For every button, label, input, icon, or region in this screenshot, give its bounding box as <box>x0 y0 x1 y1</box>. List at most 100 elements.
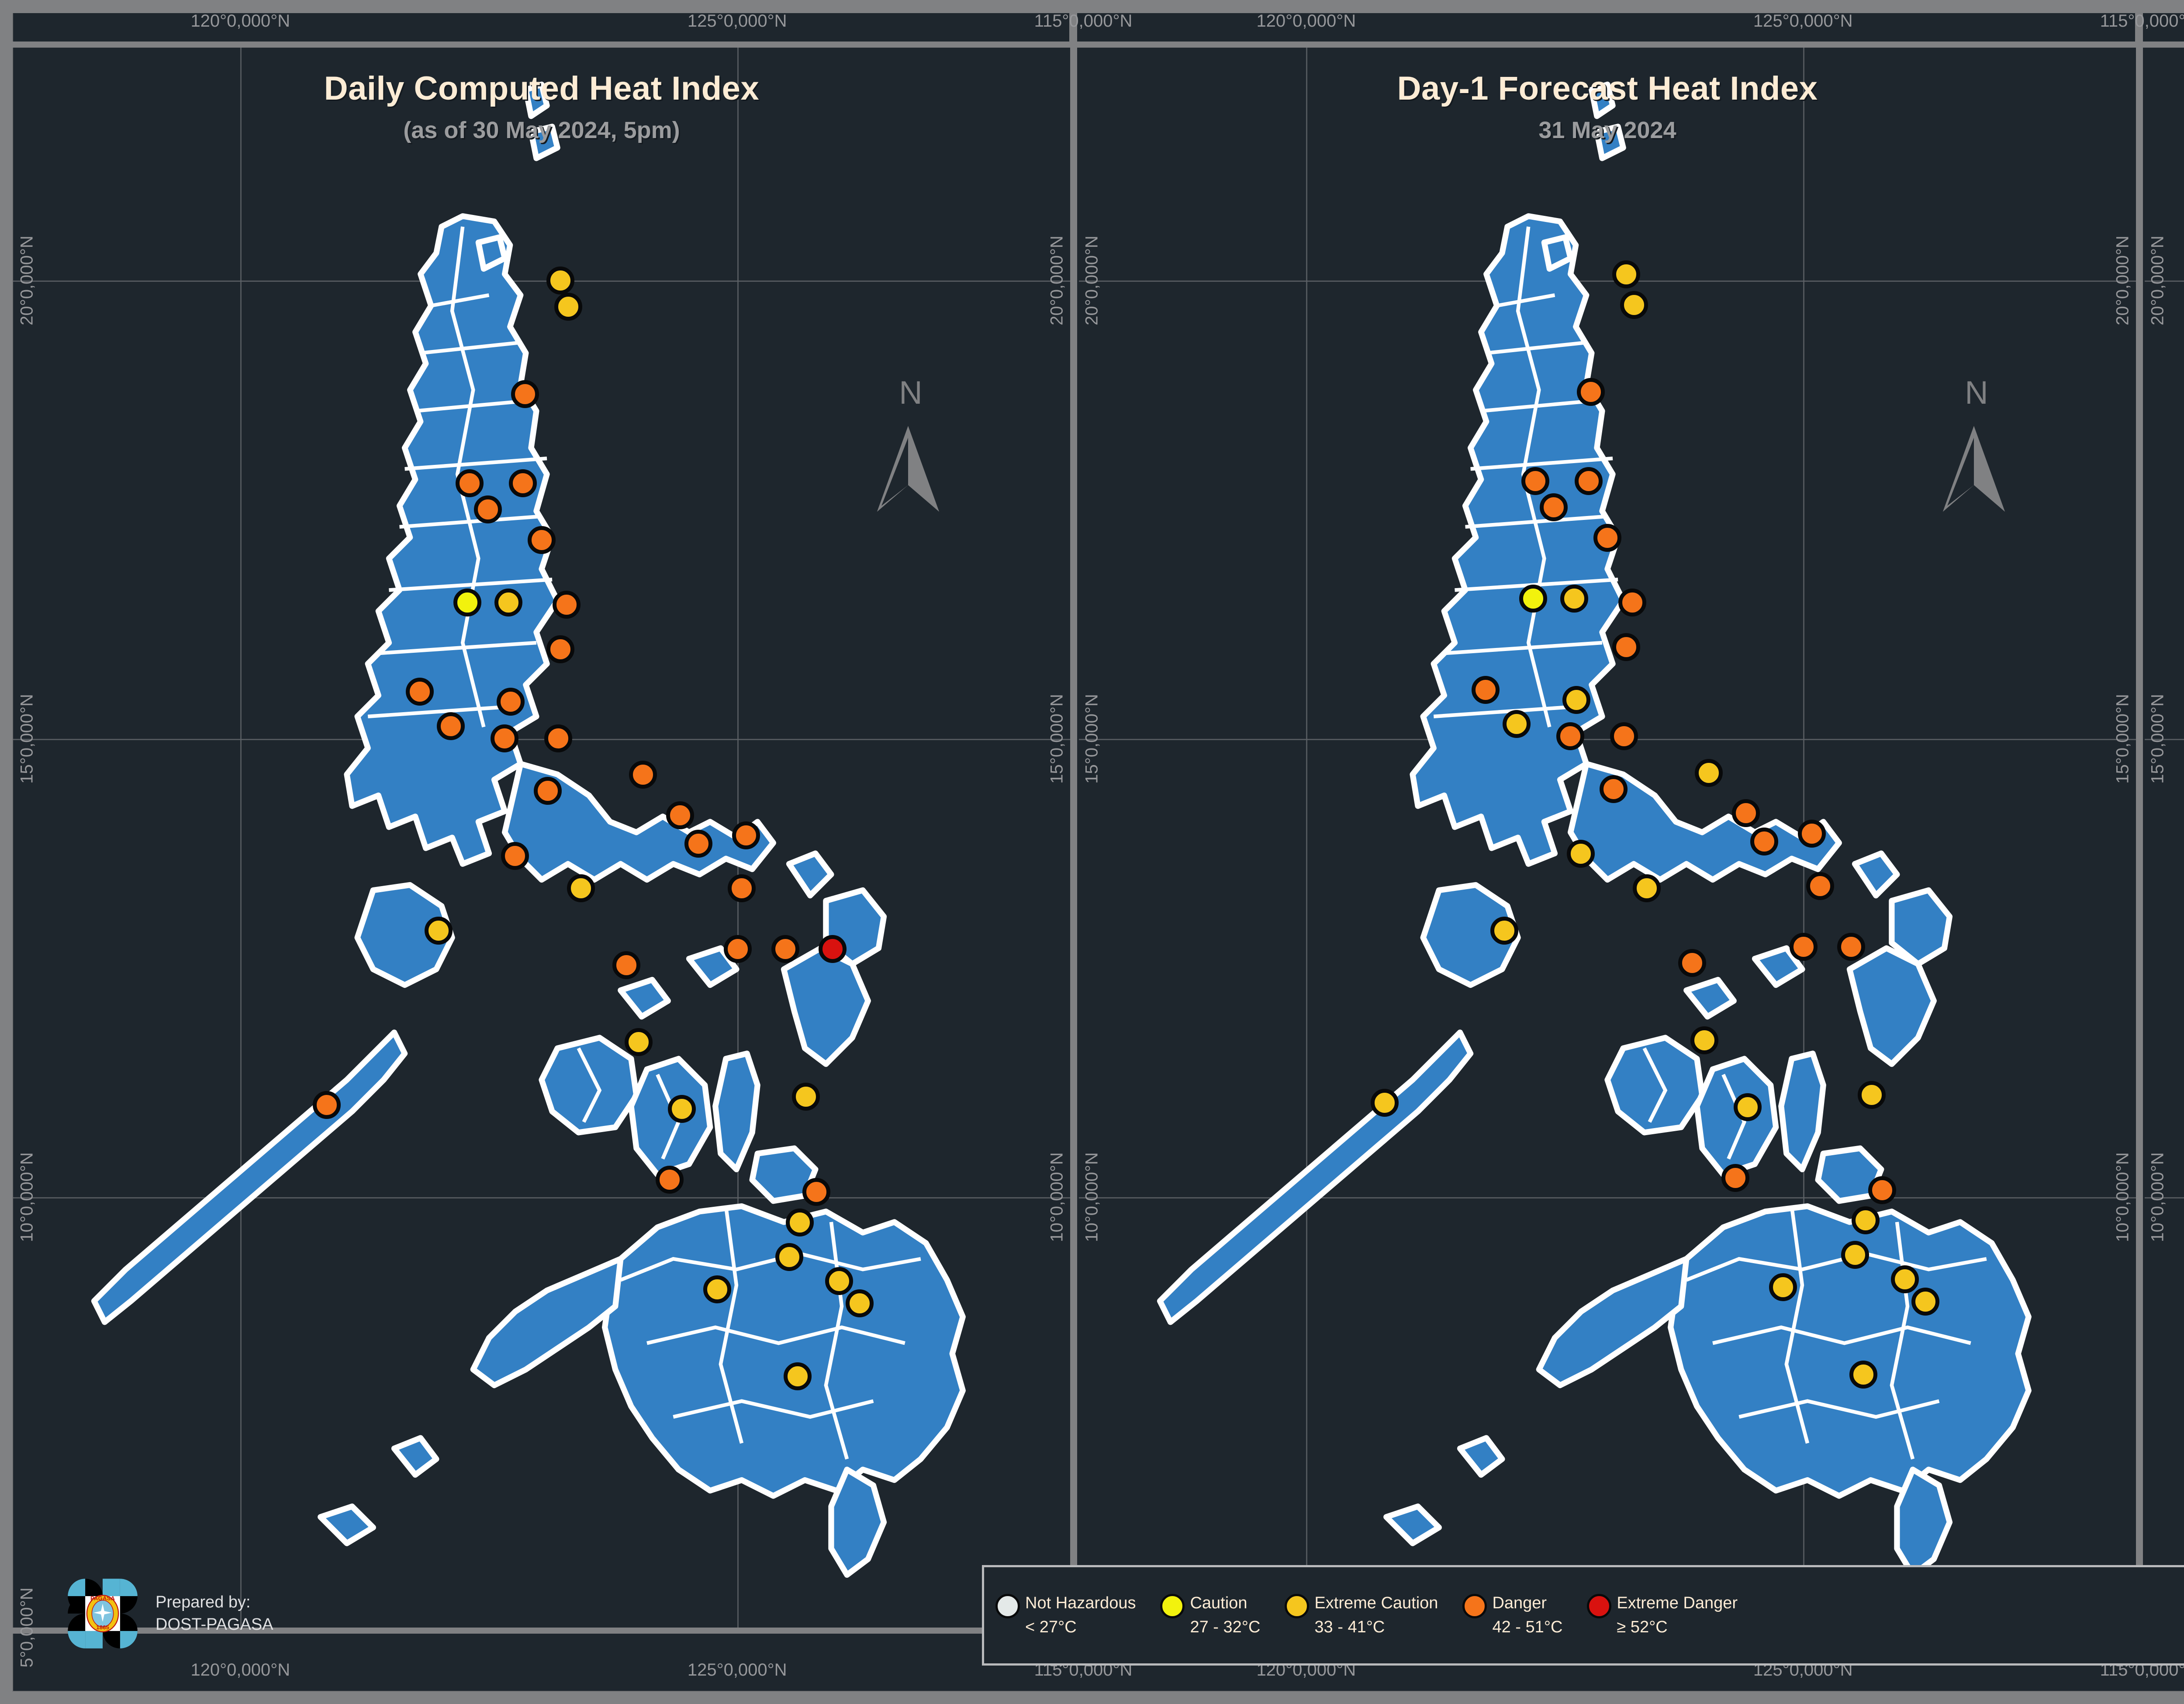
station-marker[interactable] <box>1911 1287 1939 1316</box>
longitude-tick-label-edge: 115°0,000°N <box>2100 11 2184 31</box>
station-marker[interactable] <box>455 469 484 497</box>
station-marker[interactable] <box>802 1178 830 1206</box>
longitude-tick-label: 125°0,000°N <box>687 11 787 31</box>
station-marker[interactable] <box>1868 1176 1896 1204</box>
landmass-polygon <box>1604 1035 1705 1136</box>
pagasa-logo-bottom-text: 1865 <box>96 1624 109 1631</box>
panel-day1[interactable]: Day-1 Forecast Heat Index 31 May 2024 N <box>1079 48 2136 1628</box>
station-marker[interactable] <box>437 712 465 741</box>
station-marker[interactable] <box>785 1208 814 1236</box>
station-marker[interactable] <box>792 1083 820 1111</box>
philippines-map-shape <box>91 81 966 1578</box>
panel-daily[interactable]: Daily Computed Heat Index (as of 30 May 2… <box>13 48 1070 1628</box>
panel-title: Daily Computed Heat Index <box>324 70 760 107</box>
station-marker[interactable] <box>784 1362 812 1391</box>
station-marker[interactable] <box>511 380 539 408</box>
latitude-tick-label: 20°0,000°N <box>1082 236 1102 326</box>
station-marker[interactable] <box>703 1275 731 1303</box>
station-marker[interactable] <box>554 293 583 321</box>
station-marker[interactable] <box>1610 722 1638 751</box>
station-marker[interactable] <box>668 1095 696 1123</box>
station-marker[interactable] <box>1841 1240 1870 1269</box>
landmass-polygon <box>712 1050 760 1172</box>
station-marker[interactable] <box>552 590 581 619</box>
station-marker[interactable] <box>1837 933 1865 961</box>
station-marker[interactable] <box>1566 840 1595 868</box>
station-marker[interactable] <box>1575 467 1603 495</box>
station-marker[interactable] <box>612 951 640 980</box>
station-marker[interactable] <box>1750 828 1779 856</box>
station-marker[interactable] <box>1519 584 1547 613</box>
station-marker[interactable] <box>732 821 760 850</box>
station-marker[interactable] <box>1472 675 1500 704</box>
station-marker[interactable] <box>534 777 562 805</box>
station-marker[interactable] <box>724 935 752 963</box>
station-marker[interactable] <box>1521 467 1549 495</box>
landmass-polygon <box>539 1035 639 1136</box>
station-marker[interactable] <box>666 801 694 829</box>
station-marker[interactable] <box>1556 722 1584 751</box>
station-marker[interactable] <box>1540 493 1568 522</box>
station-marker[interactable] <box>684 829 713 858</box>
landmass-polygon <box>618 977 671 1020</box>
station-marker[interactable] <box>1503 710 1531 738</box>
station-marker[interactable] <box>1577 378 1605 406</box>
station-marker[interactable] <box>1690 1026 1719 1054</box>
station-marker[interactable] <box>453 589 481 617</box>
station-marker[interactable] <box>1618 589 1646 617</box>
station-marker[interactable] <box>1593 523 1621 552</box>
station-marker[interactable] <box>728 874 756 902</box>
station-marker[interactable] <box>509 469 537 497</box>
station-marker[interactable] <box>825 1267 853 1295</box>
station-marker[interactable] <box>546 267 574 295</box>
station-marker[interactable] <box>1490 917 1518 945</box>
landmass-polygon <box>391 1435 439 1478</box>
station-marker[interactable] <box>1731 799 1760 828</box>
station-marker[interactable] <box>1849 1360 1878 1389</box>
station-marker[interactable] <box>1790 933 1818 961</box>
heat-index-legend: Not Hazardous < 27°C Caution 27 - 32°C Extre… <box>982 1565 2184 1666</box>
station-marker[interactable] <box>313 1091 341 1119</box>
station-marker[interactable] <box>1797 819 1826 848</box>
station-marker[interactable] <box>771 935 799 963</box>
station-marker[interactable] <box>1851 1206 1880 1235</box>
station-marker[interactable] <box>1612 260 1640 289</box>
station-marker[interactable] <box>1721 1164 1750 1192</box>
station-marker[interactable] <box>406 678 434 706</box>
station-marker[interactable] <box>1620 291 1648 319</box>
station-marker[interactable] <box>497 688 525 716</box>
province-border <box>404 293 547 471</box>
station-marker[interactable] <box>656 1166 684 1194</box>
station-marker[interactable] <box>544 724 572 752</box>
station-marker[interactable] <box>775 1243 804 1271</box>
station-marker[interactable] <box>1600 775 1628 803</box>
station-marker[interactable] <box>629 761 657 789</box>
station-marker[interactable] <box>1612 633 1640 662</box>
station-marker[interactable] <box>1560 584 1589 613</box>
province-border <box>1470 293 1613 471</box>
station-marker[interactable] <box>625 1028 653 1056</box>
station-marker[interactable] <box>845 1289 874 1318</box>
station-marker[interactable] <box>1562 686 1591 714</box>
station-marker[interactable] <box>1678 949 1706 977</box>
station-marker[interactable] <box>1734 1093 1762 1121</box>
station-marker[interactable] <box>1806 872 1834 900</box>
station-marker[interactable] <box>474 495 502 523</box>
station-marker[interactable] <box>501 842 529 870</box>
station-marker[interactable] <box>490 724 518 752</box>
station-marker[interactable] <box>424 917 453 945</box>
station-marker[interactable] <box>819 935 847 963</box>
graticule-meridian-0 <box>1306 48 1308 1628</box>
station-marker[interactable] <box>1858 1081 1886 1109</box>
station-marker[interactable] <box>528 526 556 554</box>
station-marker[interactable] <box>567 874 595 902</box>
station-marker[interactable] <box>494 589 523 617</box>
station-marker[interactable] <box>1890 1265 1919 1293</box>
station-marker[interactable] <box>1769 1273 1797 1302</box>
station-marker[interactable] <box>1370 1089 1399 1117</box>
station-marker[interactable] <box>1694 758 1723 787</box>
station-marker[interactable] <box>546 635 574 663</box>
latitude-tick-label: 20°0,000°N <box>2113 236 2132 326</box>
station-marker[interactable] <box>1632 874 1661 902</box>
